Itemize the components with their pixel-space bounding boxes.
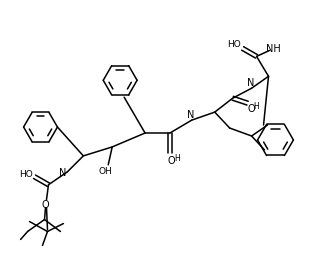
- Text: OH: OH: [98, 167, 112, 176]
- Text: O: O: [42, 200, 49, 210]
- Text: N: N: [187, 110, 195, 120]
- Text: HO: HO: [19, 170, 33, 179]
- Text: NH: NH: [266, 45, 281, 55]
- Text: O: O: [167, 156, 175, 166]
- Text: N: N: [247, 78, 254, 88]
- Text: O: O: [248, 104, 255, 114]
- Text: H: H: [174, 154, 180, 163]
- Text: H: H: [254, 102, 259, 111]
- Text: HO: HO: [227, 40, 240, 49]
- Text: N: N: [59, 168, 66, 178]
